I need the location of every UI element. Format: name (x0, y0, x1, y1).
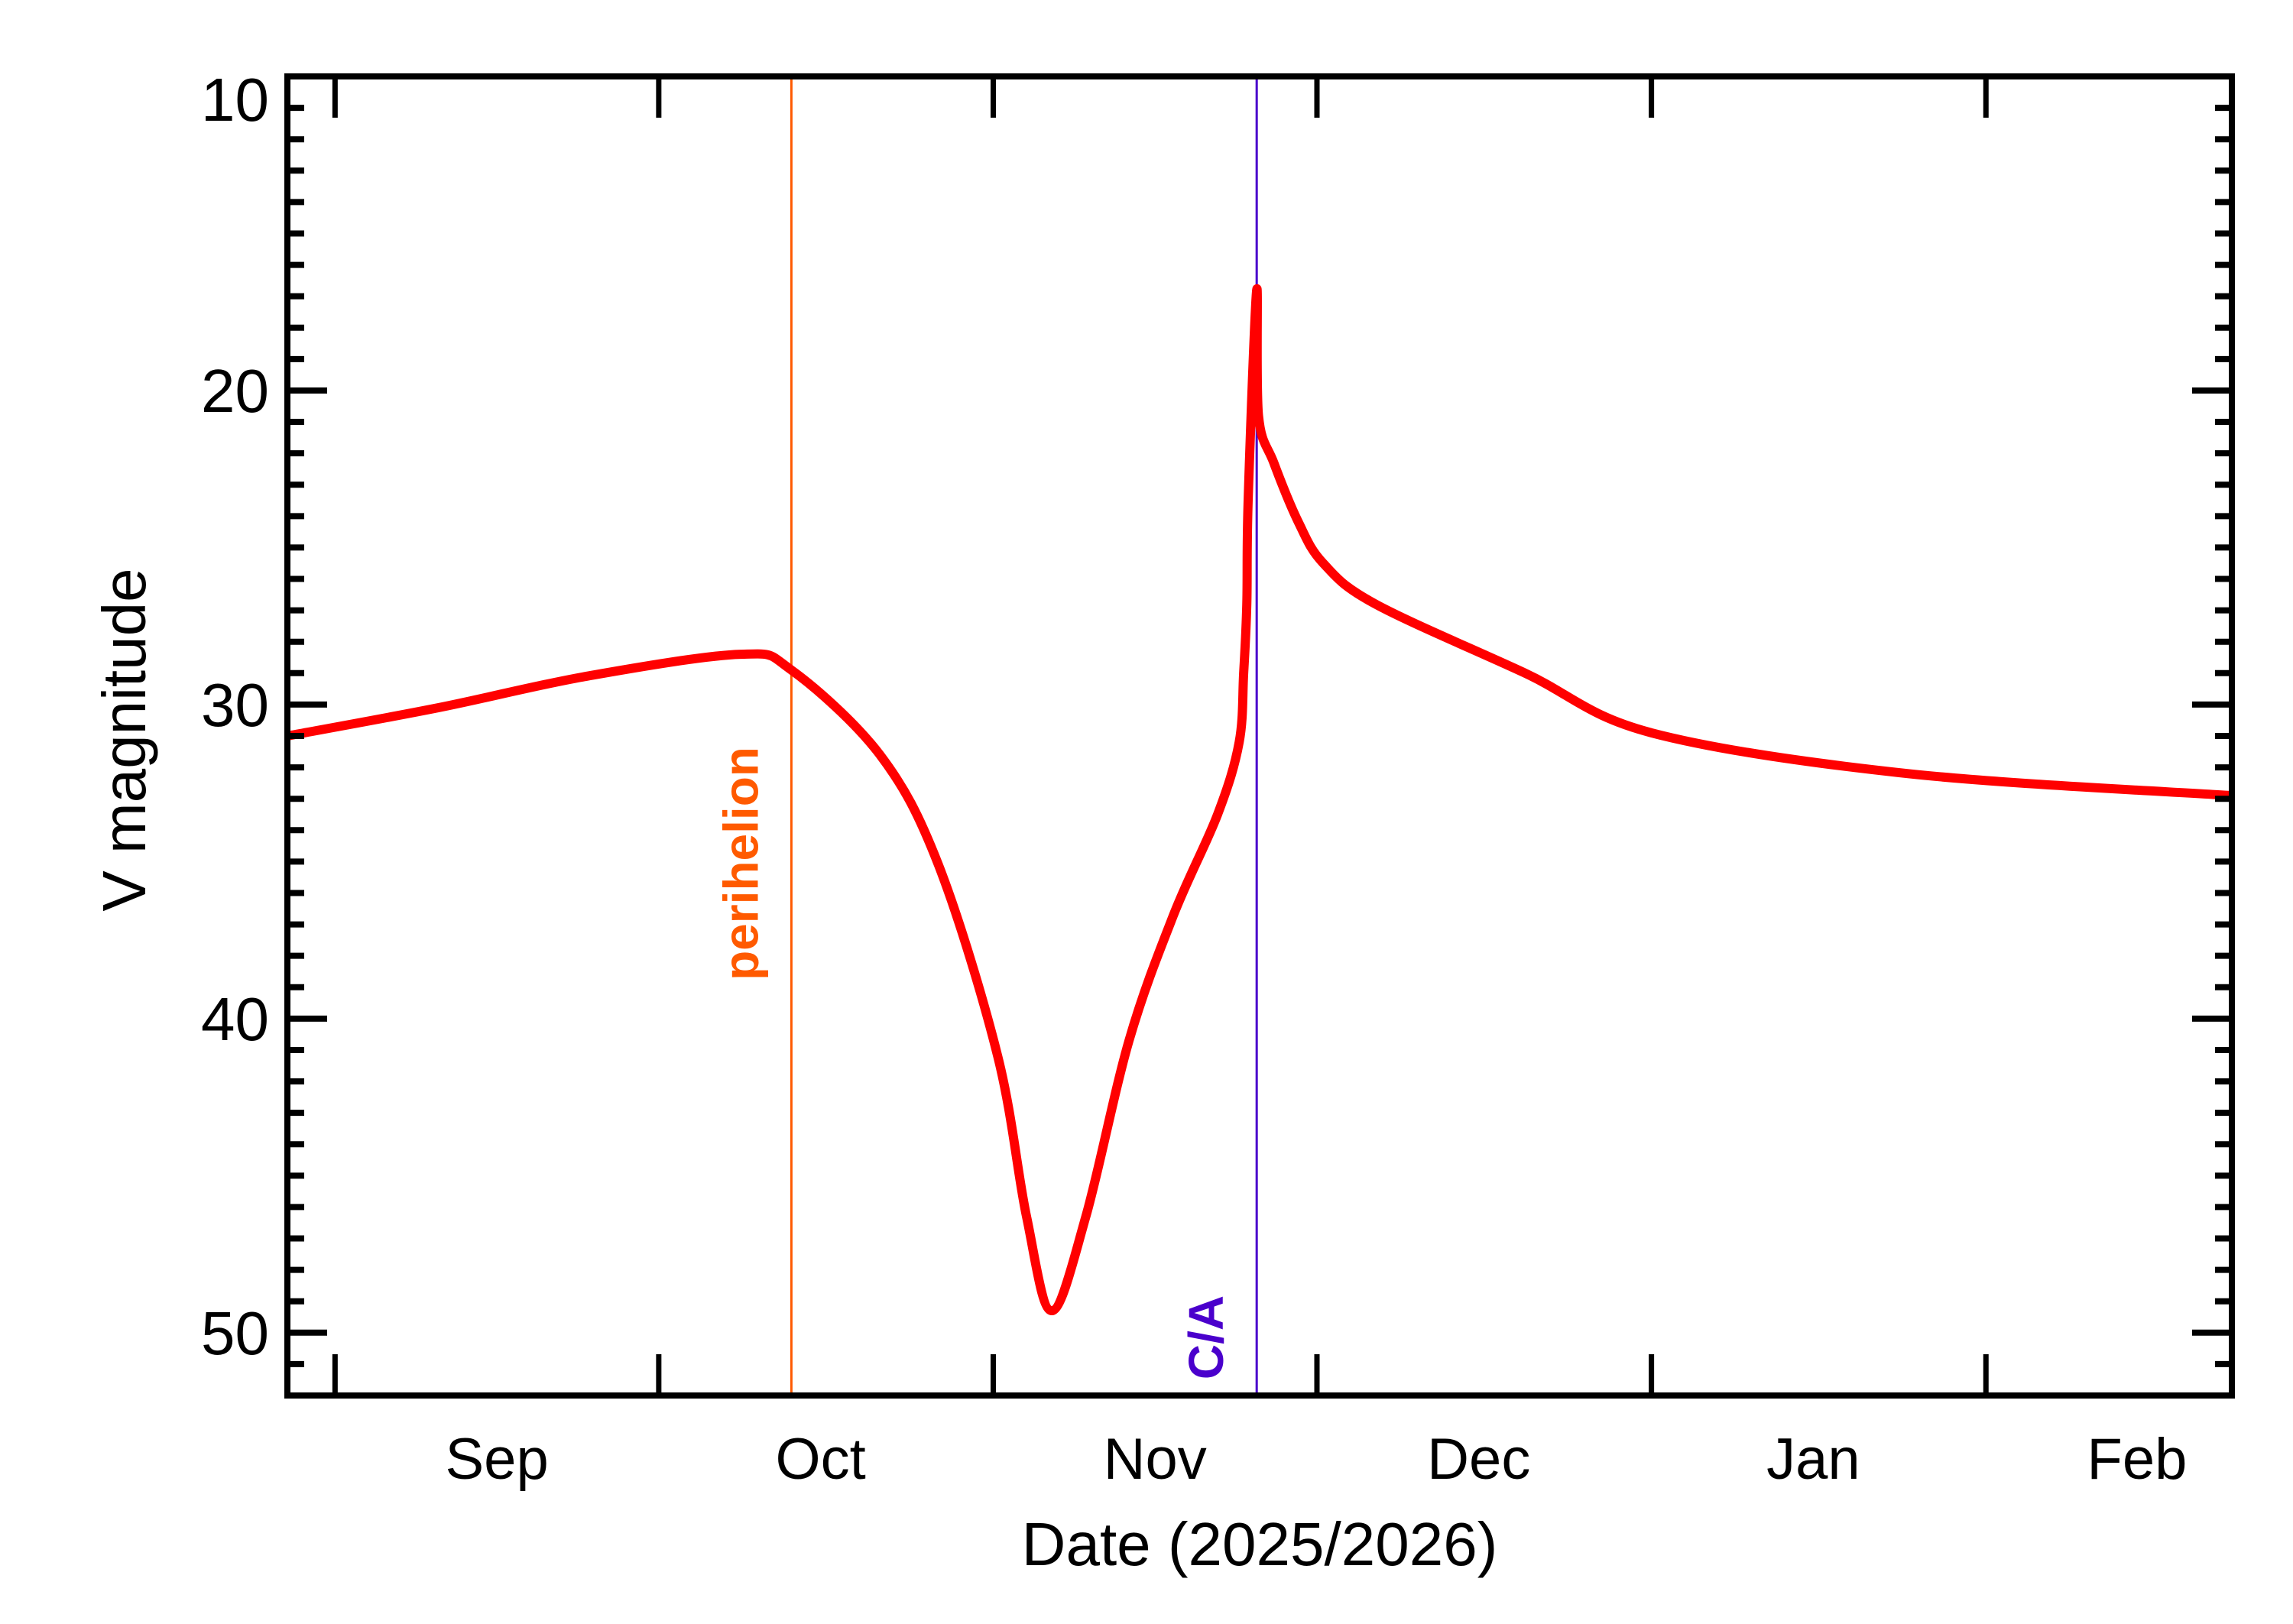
y-tick-label: 30 (201, 671, 269, 739)
x-tick-label: Jan (1766, 1427, 1860, 1492)
y-tick-label: 10 (201, 66, 269, 134)
y-tick-label: 50 (201, 1299, 269, 1367)
annotation-label: C/A (1179, 1295, 1234, 1379)
x-tick-label: Sep (445, 1427, 548, 1492)
plot-frame (284, 73, 2235, 1399)
annotation-label: perihelion (713, 747, 768, 981)
x-tick-label: Oct (775, 1427, 865, 1492)
x-tick-label: Dec (1427, 1427, 1530, 1492)
x-tick-label: Feb (2087, 1427, 2187, 1492)
y-axis-title: V magnitude (90, 568, 158, 911)
y-tick-label: 20 (201, 357, 269, 425)
x-tick-label: Nov (1104, 1427, 1207, 1492)
magnitude-curve (286, 284, 2233, 1316)
y-tick-label: 40 (201, 985, 269, 1053)
x-axis-title: Date (2025/2026) (1022, 1510, 1498, 1578)
